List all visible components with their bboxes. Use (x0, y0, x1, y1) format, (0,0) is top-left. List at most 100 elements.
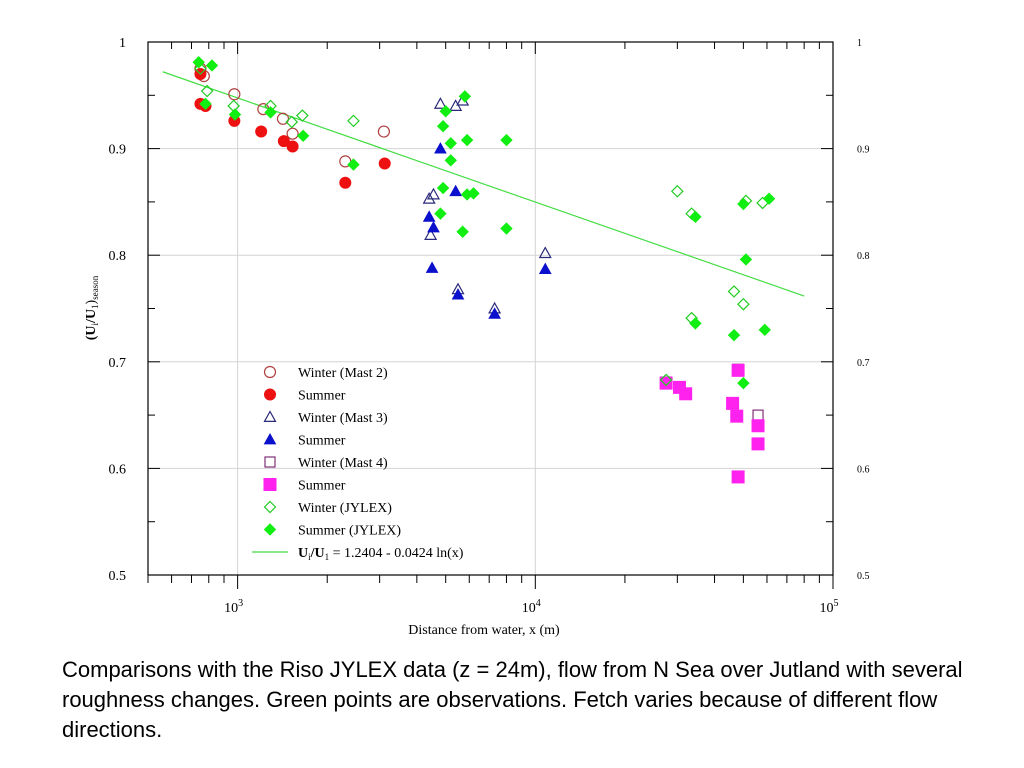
open-circle-marker (286, 127, 299, 140)
filled-diamond-marker (199, 97, 212, 111)
y-tick-label: 0.8 (109, 249, 127, 264)
filled-diamond-marker (434, 207, 447, 220)
filled-diamond-marker (228, 108, 242, 121)
open-diamond-marker (737, 297, 750, 311)
open-circle-marker (263, 365, 277, 379)
open-circle-marker (276, 112, 290, 125)
y-tick-label-right: 0.7 (857, 358, 870, 369)
legend-label: Summer (298, 434, 346, 449)
y-tick-label-right: 0.8 (857, 251, 870, 262)
y-tick-label-right: 0.6 (857, 464, 870, 475)
filled-diamond-marker (439, 105, 452, 118)
open-square-marker (752, 409, 764, 421)
y-tick-label: 0.6 (109, 462, 127, 477)
filled-triangle-marker (488, 307, 501, 319)
plot-frame (147, 41, 834, 576)
filled-triangle-marker (434, 142, 447, 154)
caption-text: Comparisons with the Riso JYLEX data (z … (62, 657, 963, 742)
filled-diamond-marker (500, 133, 513, 147)
open-square-marker (264, 456, 276, 468)
y-tick-label: 1 (119, 36, 126, 51)
filled-diamond-marker (444, 154, 457, 167)
legend-label: Winter (Mast 3) (298, 411, 388, 426)
axis-ticks: 0.5 0.5 0.6 0.6 0.7 0.7 0.8 0.8 0.9 0.9 1 1 103 104 10… (109, 36, 870, 616)
y-tick-label: 0.5 (109, 569, 127, 584)
x-tick-label: 104 (522, 598, 541, 616)
filled-diamond-marker (458, 90, 472, 103)
legend-label: Summer (298, 389, 346, 404)
open-triangle-marker (424, 228, 438, 240)
filled-diamond-marker (436, 120, 450, 133)
x-tick-label: 105 (820, 598, 839, 616)
y-tick-label-right: 0.9 (857, 145, 870, 156)
scatter-chart: 0.5 0.5 0.6 0.6 0.7 0.7 0.8 0.8 0.9 0.9 1 1 103 104 10… (84, 36, 870, 638)
filled-circle-marker (378, 157, 391, 170)
filled-circle-marker (277, 135, 290, 148)
legend-label: Summer (298, 479, 346, 494)
filled-triangle-marker (425, 261, 439, 273)
legend: Winter (Mast 2) Summer Winter (Mast 3) Summ… (252, 365, 464, 562)
filled-diamond-marker (737, 376, 750, 390)
y-tick-label: 0.9 (109, 143, 127, 158)
open-triangle-marker (263, 410, 277, 422)
filled-square-marker (731, 470, 745, 484)
y-tick-label-right: 0.5 (857, 571, 870, 582)
filled-diamond-marker (264, 106, 277, 119)
legend-label: Summer (JYLEX) (298, 524, 401, 539)
data-points (192, 56, 776, 484)
filled-circle-marker (255, 125, 268, 138)
open-diamond-marker (263, 500, 277, 514)
filled-square-marker (679, 387, 693, 401)
filled-square-marker (659, 376, 673, 390)
filled-triangle-marker (451, 288, 465, 300)
filled-circle-marker (264, 388, 276, 401)
open-triangle-marker (433, 97, 447, 109)
y-axis-label: (Ui/U1)season (84, 275, 100, 340)
filled-diamond-marker (467, 187, 480, 200)
open-diamond-marker (727, 285, 741, 298)
open-diamond-marker (347, 114, 360, 128)
filled-diamond-marker (296, 129, 310, 143)
filled-square-marker (731, 363, 745, 377)
filled-triangle-marker (427, 220, 440, 233)
legend-fit-label: Ui/U1 = 1.2404 - 0.0424 ln(x) (298, 546, 464, 562)
open-diamond-marker (200, 84, 214, 98)
legend-label: Winter (JYLEX) (298, 501, 392, 516)
filled-square-marker (730, 409, 744, 423)
legend-label: Winter (Mast 2) (298, 366, 388, 381)
filled-circle-marker (286, 140, 299, 153)
filled-diamond-marker (727, 328, 741, 342)
filled-diamond-marker (689, 317, 702, 330)
filled-triangle-marker (422, 210, 436, 222)
filled-diamond-marker (739, 253, 753, 266)
filled-square-marker (726, 396, 740, 410)
open-diamond-marker (296, 109, 309, 122)
filled-diamond-marker (737, 197, 750, 211)
y-tick-label-right: 1 (857, 38, 862, 49)
filled-diamond-marker (192, 56, 205, 69)
filled-triangle-marker (263, 432, 277, 445)
legend-label: Winter (Mast 4) (298, 456, 388, 471)
open-diamond-marker (670, 184, 684, 198)
filled-diamond-marker (460, 133, 474, 147)
x-tick-label: 103 (224, 598, 243, 616)
grid-lines (148, 41, 834, 576)
filled-diamond-marker (263, 523, 277, 536)
filled-diamond-marker (500, 222, 513, 235)
filled-triangle-marker (449, 184, 462, 197)
filled-circle-marker (339, 176, 352, 189)
filled-diamond-marker (762, 192, 776, 205)
filled-triangle-marker (538, 262, 552, 274)
filled-diamond-marker (758, 323, 771, 337)
open-triangle-marker (422, 191, 436, 204)
open-diamond-marker (285, 115, 299, 129)
x-axis-label: Distance from water, x (m) (408, 623, 560, 638)
filled-square-marker (263, 478, 277, 491)
open-diamond-marker (194, 62, 207, 75)
y-tick-label: 0.7 (109, 356, 127, 371)
open-triangle-marker (426, 187, 441, 200)
filled-diamond-marker (456, 225, 469, 238)
open-circle-marker (377, 125, 390, 138)
open-circle-marker (228, 88, 241, 101)
filled-diamond-marker (444, 137, 457, 150)
